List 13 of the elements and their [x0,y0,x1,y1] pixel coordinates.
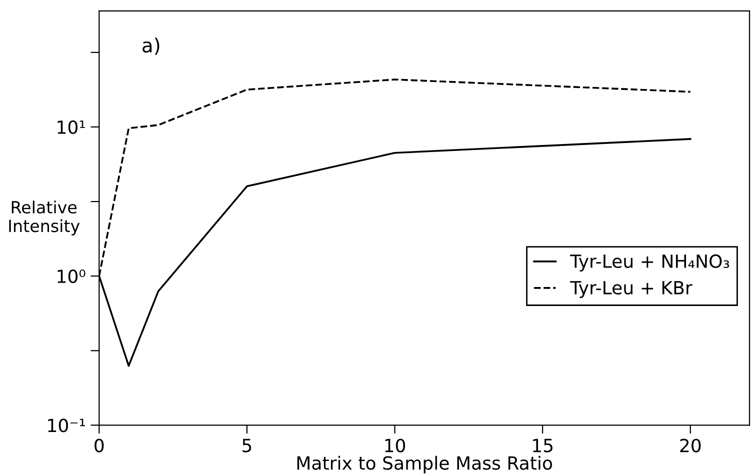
x-axis-title: Matrix to Sample Mass Ratio [297,456,552,474]
y-tick-label: 10⁻¹ [48,418,85,432]
y-axis-title: Relative Intensity [9,200,80,236]
x-tick-label: 20 [680,438,701,452]
legend-label: Tyr-Leu + KBr [570,281,692,298]
y-tick-label: 10⁰ [58,270,86,284]
x-tick-label: 15 [533,438,552,452]
legend-label: Tyr-Leu + NH₄NO₃ [570,254,730,272]
y-tick-label: 10¹ [58,120,85,134]
x-tick-label: 0 [94,438,104,452]
annotation: a) [142,38,160,55]
x-tick-label: 10 [385,438,406,452]
x-tick-label: 5 [242,438,252,452]
